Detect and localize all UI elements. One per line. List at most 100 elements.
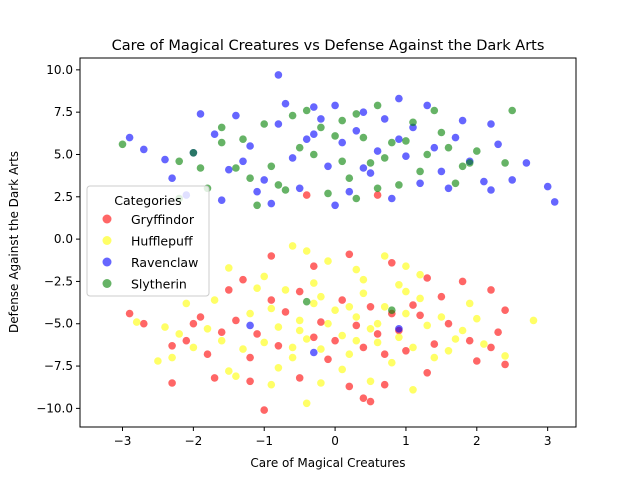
point-gryffindor-30 xyxy=(274,342,283,350)
point-ravenclaw-7 xyxy=(458,116,467,125)
point-slytherin-23 xyxy=(444,143,453,152)
point-slytherin-43 xyxy=(388,306,396,315)
point-slytherin-24 xyxy=(451,179,460,188)
point-slytherin-22 xyxy=(430,106,439,115)
point-hufflepuff-45 xyxy=(302,399,311,408)
point-gryffindor-17 xyxy=(345,382,354,391)
point-gryffindor-42 xyxy=(281,308,290,316)
point-gryffindor-9 xyxy=(494,328,502,337)
point-gryffindor-54 xyxy=(402,347,410,355)
point-gryffindor-53 xyxy=(359,343,368,352)
point-ravenclaw-28 xyxy=(302,135,311,143)
point-hufflepuff-57 xyxy=(317,292,325,301)
point-hufflepuff-0 xyxy=(288,242,297,250)
chart-title: Care of Magical Creatures vs Defense Aga… xyxy=(112,38,545,54)
point-ravenclaw-45 xyxy=(480,177,488,186)
point-slytherin-35 xyxy=(402,137,410,145)
point-hufflepuff-10 xyxy=(175,330,183,338)
point-hufflepuff-21 xyxy=(310,299,318,308)
point-hufflepuff-15 xyxy=(260,338,269,347)
point-gryffindor-21 xyxy=(423,369,432,377)
point-gryffindor-25 xyxy=(196,313,205,321)
x-tick-label: 1 xyxy=(402,434,410,448)
point-ravenclaw-53 xyxy=(395,135,403,143)
point-ravenclaw-33 xyxy=(352,127,361,135)
point-slytherin-37 xyxy=(196,164,205,172)
point-gryffindor-37 xyxy=(380,350,389,359)
point-ravenclaw-26 xyxy=(288,154,297,162)
point-gryffindor-2 xyxy=(310,262,318,271)
point-ravenclaw-19 xyxy=(210,130,219,138)
legend-marker-slytherin xyxy=(102,279,112,288)
point-slytherin-48 xyxy=(246,174,254,182)
point-hufflepuff-23 xyxy=(324,319,332,328)
x-tick-label: 0 xyxy=(331,434,339,448)
point-gryffindor-58 xyxy=(182,336,191,345)
point-ravenclaw-40 xyxy=(416,179,424,188)
point-ravenclaw-2 xyxy=(310,103,318,111)
point-ravenclaw-52 xyxy=(310,130,318,138)
point-gryffindor-12 xyxy=(501,360,509,369)
point-hufflepuff-62 xyxy=(473,314,481,323)
point-gryffindor-46 xyxy=(232,316,240,325)
point-hufflepuff-22 xyxy=(317,345,325,353)
point-hufflepuff-51 xyxy=(168,353,176,362)
point-ravenclaw-24 xyxy=(267,199,276,208)
point-gryffindor-22 xyxy=(125,309,134,318)
point-hufflepuff-65 xyxy=(395,281,403,289)
point-gryffindor-50 xyxy=(189,319,198,328)
point-hufflepuff-55 xyxy=(267,304,276,313)
x-tick-label: −3 xyxy=(114,434,132,448)
point-hufflepuff-38 xyxy=(430,353,439,362)
point-hufflepuff-70 xyxy=(217,336,226,345)
point-gryffindor-7 xyxy=(487,286,495,294)
point-gryffindor-20 xyxy=(380,380,389,389)
point-slytherin-30 xyxy=(267,162,276,171)
point-ravenclaw-56 xyxy=(395,325,403,333)
point-gryffindor-26 xyxy=(203,350,212,359)
legend-title: Categories xyxy=(114,193,181,208)
point-gryffindor-36 xyxy=(366,303,375,311)
point-ravenclaw-4 xyxy=(359,108,368,116)
point-ravenclaw-41 xyxy=(430,143,439,152)
legend-marker-hufflepuff xyxy=(102,236,112,245)
point-gryffindor-44 xyxy=(331,336,339,345)
point-gryffindor-48 xyxy=(302,191,311,199)
point-slytherin-31 xyxy=(295,143,304,152)
point-hufflepuff-36 xyxy=(416,294,424,303)
x-axis: −3 −2 −1 0 1 2 3 xyxy=(114,427,551,448)
point-hufflepuff-66 xyxy=(310,279,318,287)
point-slytherin-34 xyxy=(380,154,389,162)
point-hufflepuff-40 xyxy=(451,335,460,343)
point-hufflepuff-47 xyxy=(366,377,375,386)
point-ravenclaw-13 xyxy=(125,133,134,142)
point-hufflepuff-1 xyxy=(302,247,311,255)
x-tick-label: −1 xyxy=(255,434,273,448)
point-slytherin-26 xyxy=(473,147,481,155)
point-gryffindor-28 xyxy=(239,275,247,284)
point-ravenclaw-3 xyxy=(331,101,339,110)
point-slytherin-25 xyxy=(465,159,474,167)
point-slytherin-29 xyxy=(239,135,247,143)
legend-label-slytherin: Slytherin xyxy=(131,277,187,292)
y-tick-label: 0.0 xyxy=(54,232,73,246)
point-hufflepuff-41 xyxy=(465,299,474,308)
x-tick-label: −2 xyxy=(185,434,203,448)
legend-marker-ravenclaw xyxy=(102,257,112,267)
point-ravenclaw-15 xyxy=(161,155,169,164)
point-hufflepuff-56 xyxy=(288,343,297,352)
point-gryffindor-4 xyxy=(388,259,396,267)
point-slytherin-7 xyxy=(260,120,269,128)
point-gryffindor-5 xyxy=(423,274,432,282)
point-gryffindor-34 xyxy=(338,296,347,304)
point-ravenclaw-16 xyxy=(168,174,176,182)
point-slytherin-0 xyxy=(118,140,127,149)
point-hufflepuff-11 xyxy=(189,343,198,352)
point-gryffindor-6 xyxy=(458,277,467,286)
x-axis-title: Care of Magical Creatures xyxy=(250,456,405,470)
point-hufflepuff-33 xyxy=(395,333,403,342)
point-hufflepuff-34 xyxy=(402,309,410,318)
point-ravenclaw-5 xyxy=(395,94,403,103)
point-slytherin-12 xyxy=(324,189,332,198)
